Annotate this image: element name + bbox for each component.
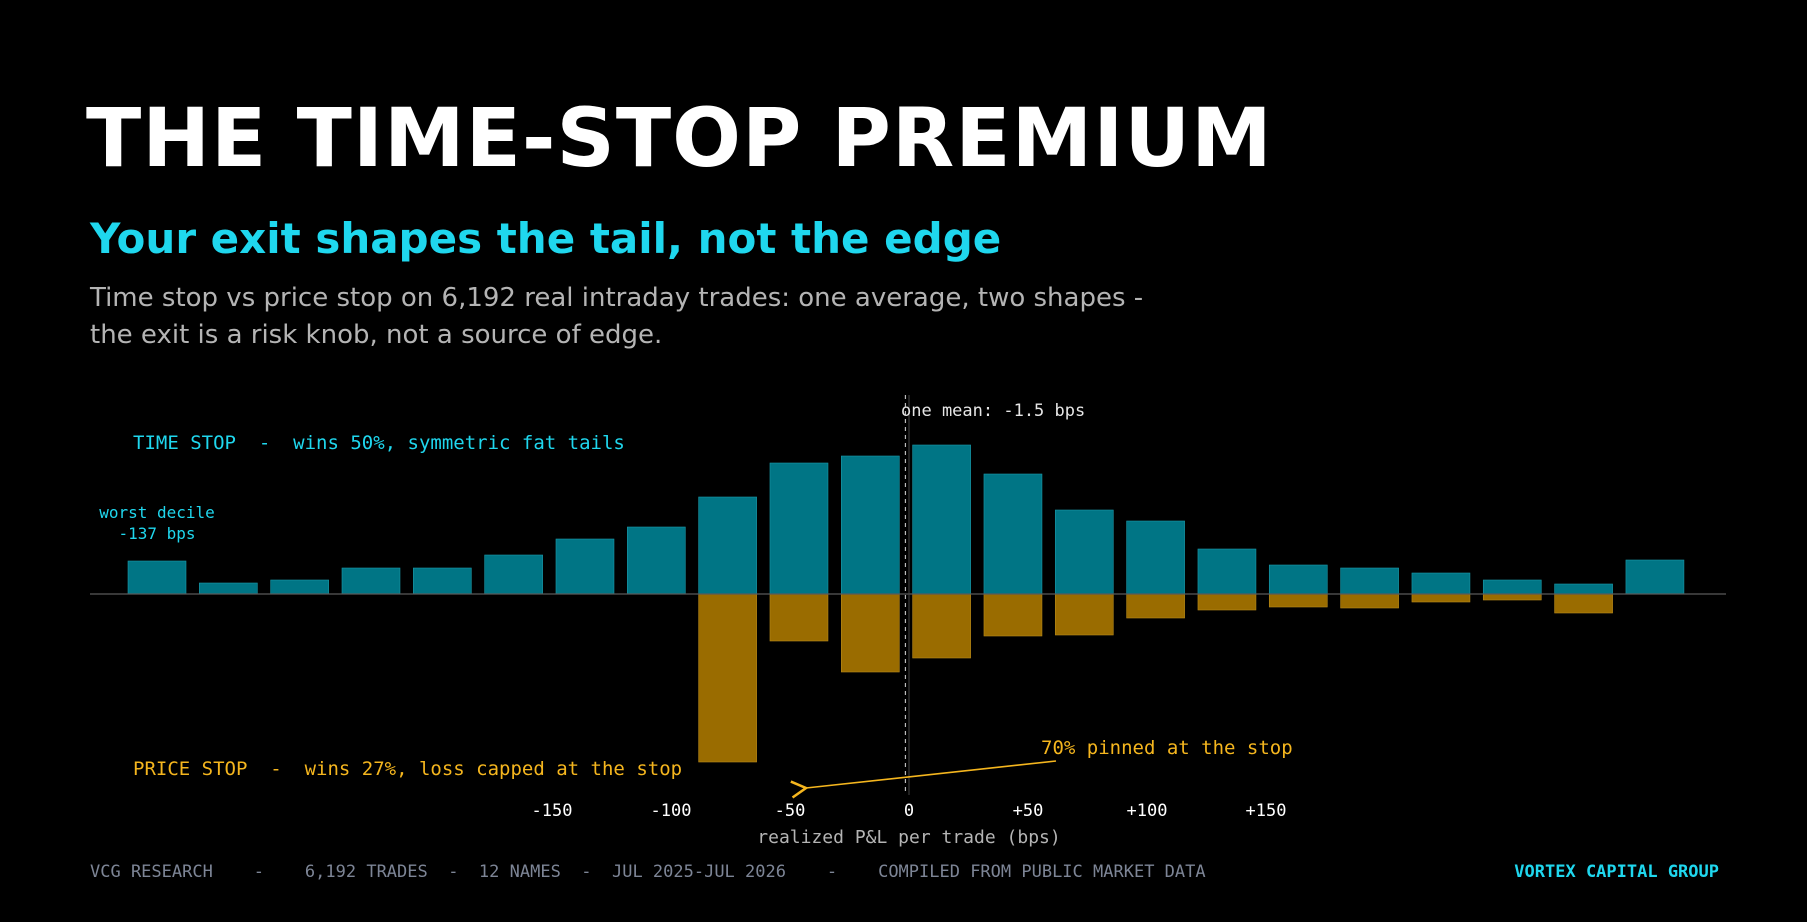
time-stop-bars: [127, 444, 1685, 595]
x-axis-label: realized P&L per trade (bps): [757, 827, 1060, 848]
time-stop-bar: [413, 567, 472, 595]
footer-text: VCG RESEARCH - 6,192 TRADES - 12 NAMES -…: [90, 862, 1206, 882]
price-stop-bar: [840, 593, 900, 673]
time-stop-bar: [627, 526, 686, 595]
time-stop-bar: [199, 582, 258, 595]
page-subtitle: Your exit shapes the tail, not the edge: [90, 214, 1002, 263]
price-stop-bar: [1411, 593, 1471, 603]
price-stop-bar: [1054, 593, 1114, 636]
x-tick-label: -150: [532, 801, 573, 821]
time-stop-bar: [912, 444, 971, 595]
x-tick-label: -100: [651, 801, 692, 821]
x-tick-label: +150: [1246, 801, 1287, 821]
description-line-1: Time stop vs price stop on 6,192 real in…: [90, 283, 1144, 313]
time-stop-bar: [1625, 559, 1685, 595]
brand-label: VORTEX CAPITAL GROUP: [1514, 862, 1719, 882]
x-tick-labels: -150 -100 -50 0 +50 +100 +150: [532, 801, 1287, 821]
price-stop-bar: [912, 593, 971, 659]
time-stop-bar: [555, 538, 615, 595]
price-stop-bar: [698, 593, 757, 763]
time-stop-bar: [1554, 583, 1613, 595]
time-stop-bar: [1340, 567, 1399, 595]
price-stop-bar: [1340, 593, 1399, 609]
worst-decile-label-2: -137 bps: [118, 524, 195, 543]
time-stop-label: TIME STOP - wins 50%, symmetric fat tail…: [133, 432, 625, 454]
time-stop-bar: [1126, 520, 1185, 595]
time-stop-bar: [1197, 548, 1257, 595]
time-stop-bar: [698, 496, 757, 595]
price-stop-bars: [698, 593, 1613, 763]
time-stop-bar: [983, 473, 1043, 595]
mean-label: one mean: -1.5 bps: [901, 401, 1085, 421]
time-stop-bar: [1054, 509, 1114, 595]
worst-decile-label-1: worst decile: [99, 503, 215, 522]
pinned-annotation: 70% pinned at the stop: [1041, 737, 1293, 759]
x-tick-label: +100: [1127, 801, 1168, 821]
time-stop-bar: [484, 554, 543, 595]
time-stop-bar: [769, 462, 829, 595]
price-stop-bar: [1268, 593, 1328, 608]
x-tick-label: -50: [775, 801, 806, 821]
page-description: Time stop vs price stop on 6,192 real in…: [90, 280, 1290, 354]
time-stop-bar: [341, 567, 401, 595]
price-stop-label: PRICE STOP - wins 27%, loss capped at th…: [133, 758, 682, 780]
price-stop-bar: [983, 593, 1043, 637]
time-stop-bar: [127, 560, 187, 595]
time-stop-bar: [270, 579, 329, 595]
price-stop-bar: [1197, 593, 1257, 611]
price-stop-bar: [1554, 593, 1613, 614]
pinned-arrow: [790, 760, 1057, 799]
price-stop-bar: [1126, 593, 1185, 619]
description-line-2: the exit is a risk knob, not a source of…: [90, 320, 663, 350]
price-stop-bar: [769, 593, 829, 642]
time-stop-bar: [1411, 572, 1471, 595]
time-stop-bar: [1268, 564, 1328, 595]
time-stop-bar: [840, 455, 900, 595]
x-tick-label: +50: [1013, 801, 1044, 821]
time-stop-bar: [1482, 579, 1542, 595]
x-tick-label: 0: [904, 801, 914, 821]
price-stop-bar: [1482, 593, 1542, 601]
page-title: THE TIME-STOP PREMIUM: [86, 92, 1273, 186]
